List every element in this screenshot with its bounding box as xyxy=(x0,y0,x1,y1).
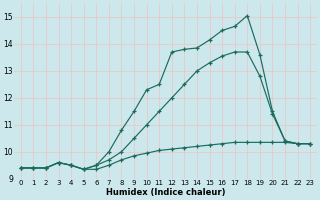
X-axis label: Humidex (Indice chaleur): Humidex (Indice chaleur) xyxy=(106,188,225,197)
